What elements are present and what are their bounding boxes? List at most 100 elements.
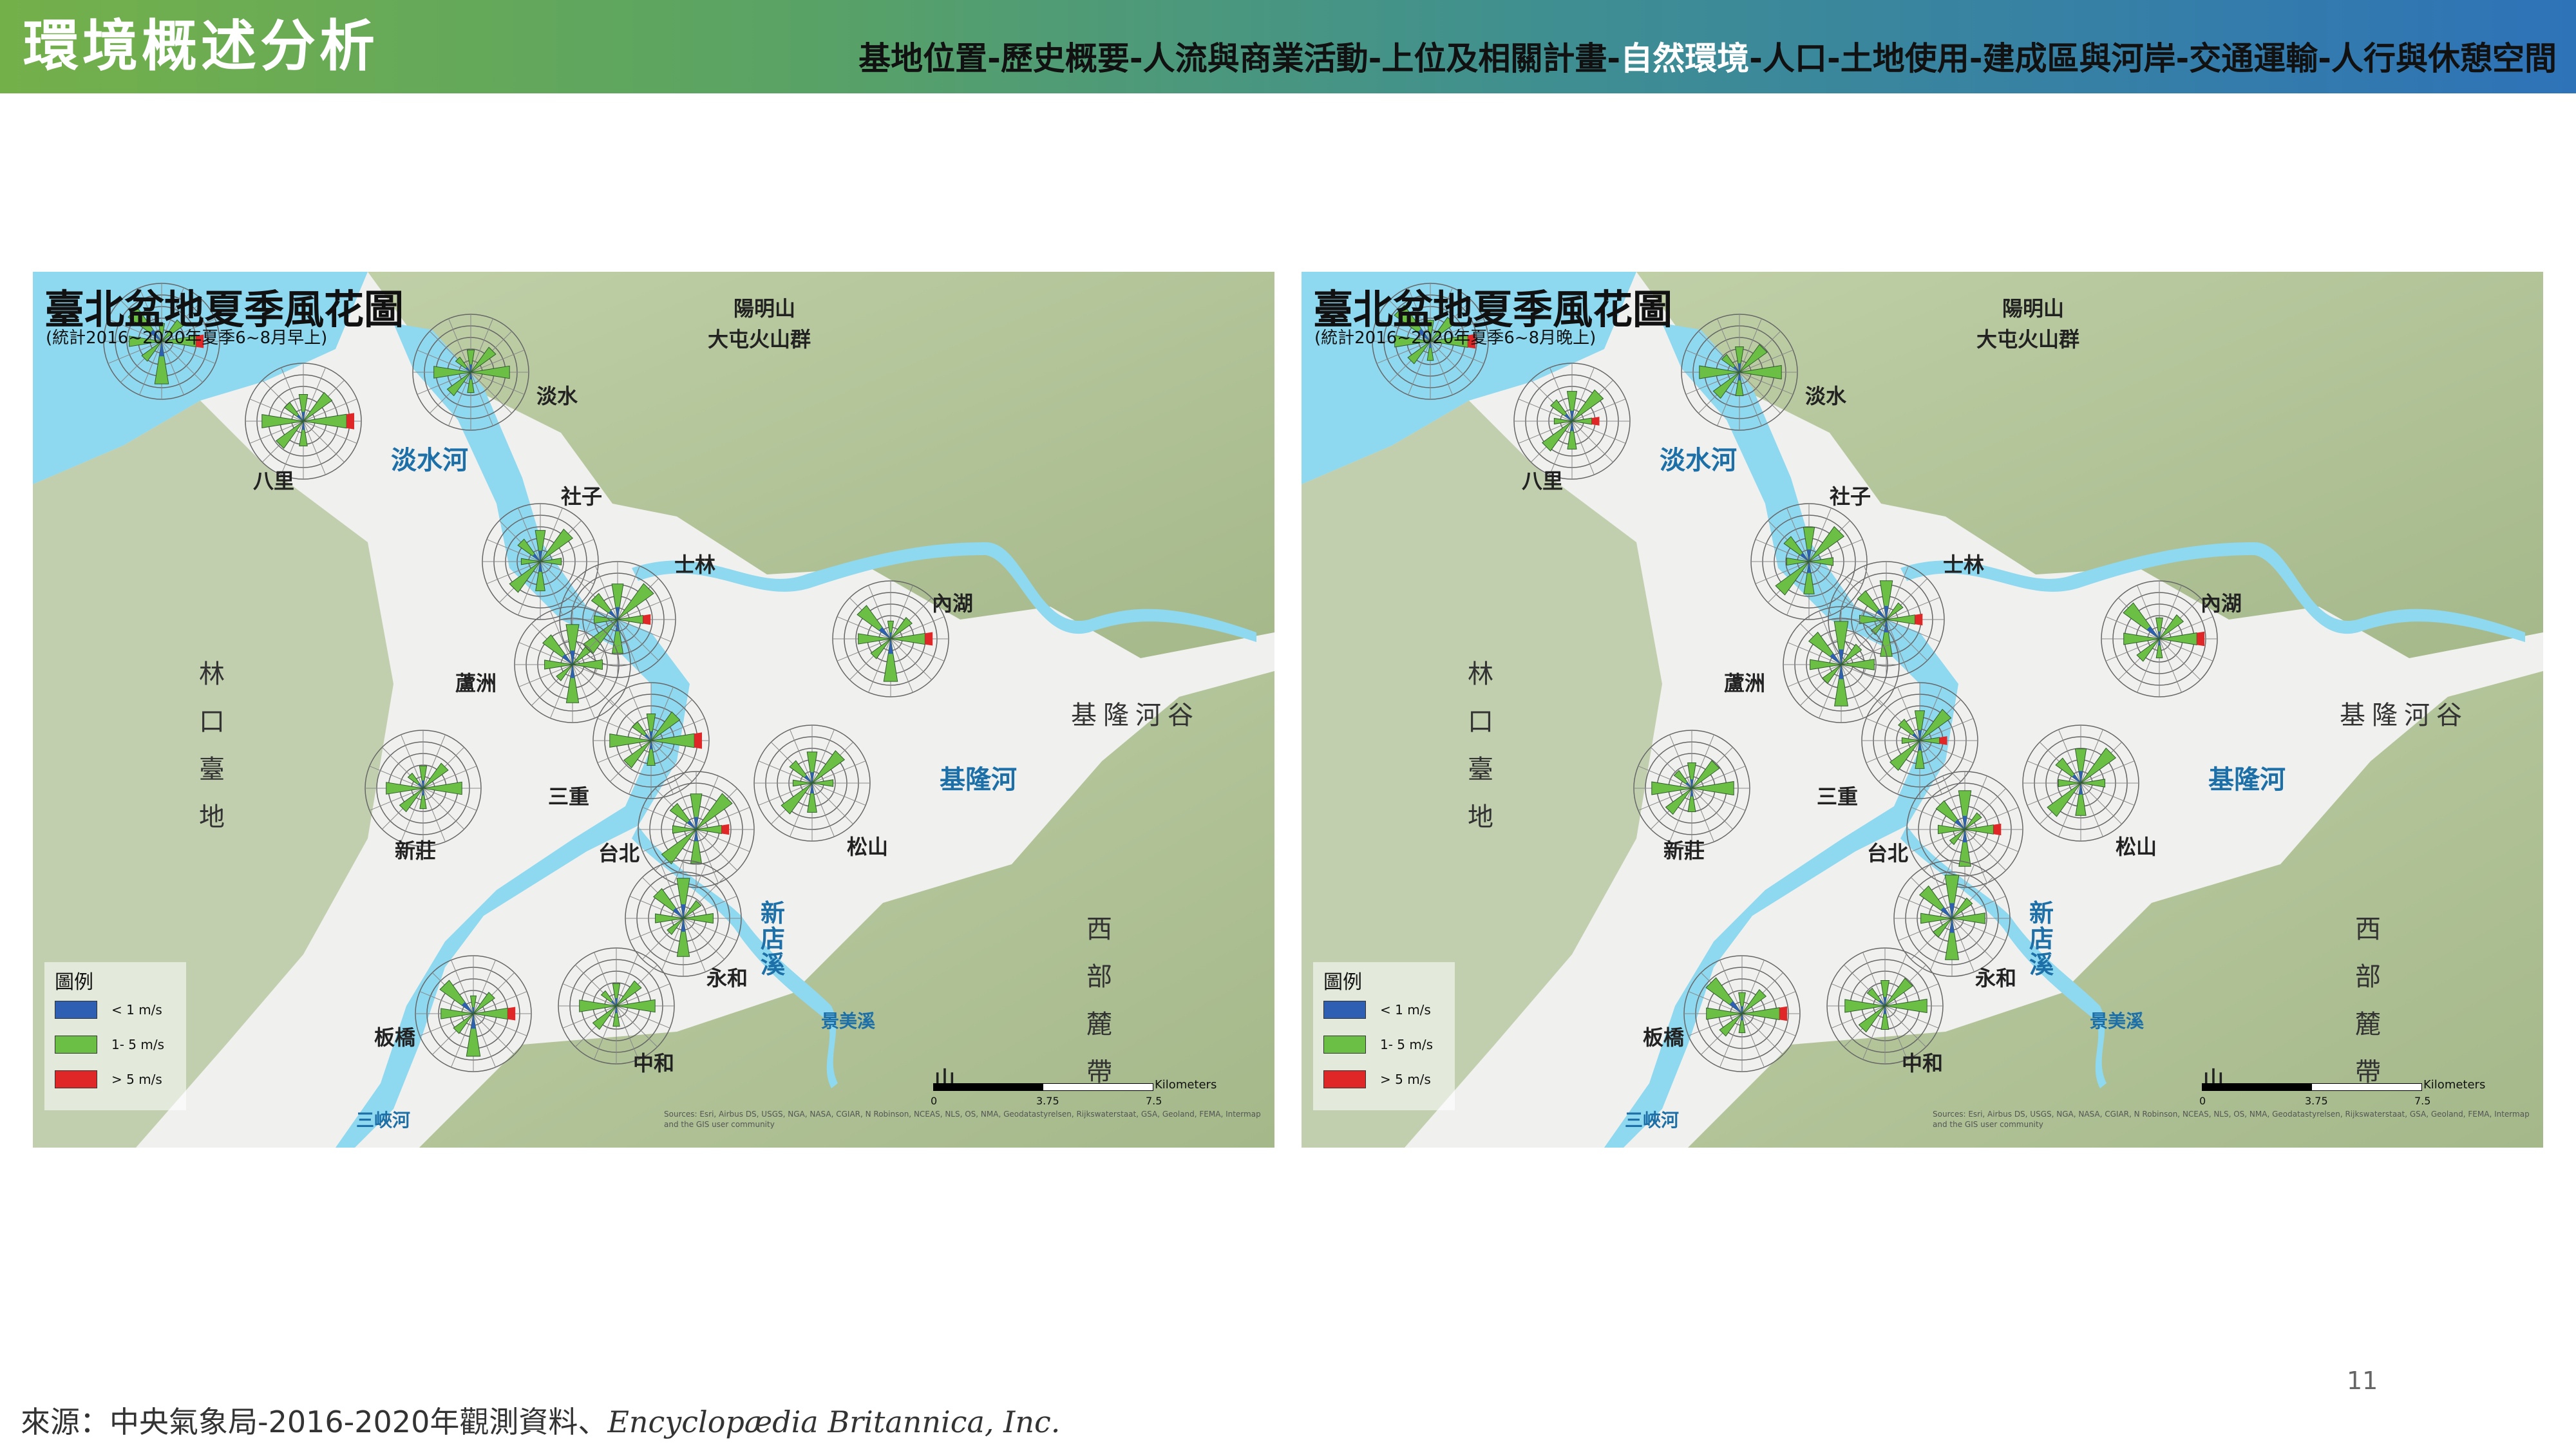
wind-rose-icon xyxy=(2101,580,2218,697)
map-title: 臺北盆地夏季風花圖 xyxy=(44,286,404,333)
place-label-sanchong: 三重 xyxy=(548,784,590,809)
nav-item[interactable]: 人流與商業活動 xyxy=(1142,40,1368,77)
place-label-datun: 大屯火山群 xyxy=(1976,327,2080,352)
source-italic: Encyclopædia Britannica, Inc. xyxy=(607,1405,1061,1439)
wind-rose-map-evening: 臺北盆地夏季風花圖 (統計2016~2020年夏季6~8月晚上) 陽明山 大屯火… xyxy=(1302,272,2543,1148)
place-label-luzhou: 蘆洲 xyxy=(455,671,497,696)
scale-tick: 7.5 xyxy=(1146,1095,1162,1107)
wind-rose-icon xyxy=(1826,947,1944,1065)
place-label-xindian-river: 新店溪 xyxy=(761,899,786,979)
legend-label: 1- 5 m/s xyxy=(111,1037,165,1052)
place-label-linkou: 林口臺地 xyxy=(199,659,231,832)
nav-separator: - xyxy=(1826,40,1841,77)
nav-item[interactable]: 歷史概要 xyxy=(1000,40,1130,77)
nav-item[interactable]: 人行與休憩空間 xyxy=(2331,40,2557,77)
nav-separator: - xyxy=(987,40,1001,77)
wind-rose-icon xyxy=(753,724,871,842)
place-label-zhonghe: 中和 xyxy=(1902,1051,1944,1075)
place-label-banqiao: 板橋 xyxy=(374,1025,416,1050)
place-label-yonghe: 永和 xyxy=(1975,966,2017,990)
scale-tick: 0 xyxy=(2199,1095,2206,1107)
map-title: 臺北盆地夏季風花圖 xyxy=(1313,286,1673,333)
nav-separator: - xyxy=(2318,40,2331,77)
nav-separator: - xyxy=(1368,40,1382,77)
scale-tick: 3.75 xyxy=(2305,1095,2328,1107)
scale-bar: Kilometers 0 3.75 7.5 xyxy=(931,1078,1217,1123)
nav-item[interactable]: 自然環境 xyxy=(1620,40,1750,77)
wind-rose-icon xyxy=(625,860,742,977)
place-label-keelung-river: 基隆河 xyxy=(2208,765,2286,795)
scale-tick: 0 xyxy=(931,1095,938,1107)
place-label-songshan: 松山 xyxy=(847,835,889,859)
place-label-neihu: 內湖 xyxy=(2201,591,2242,616)
wind-rose-icon xyxy=(365,730,482,847)
wind-rose-icon xyxy=(1906,771,2023,888)
scale-unit: Kilometers xyxy=(2423,1078,2486,1092)
legend-swatch xyxy=(55,1070,97,1088)
place-label-xinzhuang: 新莊 xyxy=(1663,838,1705,863)
wind-rose-icon xyxy=(415,955,532,1072)
place-label-xindian-river: 新店溪 xyxy=(2029,899,2054,979)
wind-rose-icon xyxy=(1861,682,1978,799)
nav-separator: - xyxy=(1969,40,1983,77)
wind-rose-icon xyxy=(2022,724,2139,842)
scale-bar: Kilometers 0 3.75 7.5 xyxy=(2199,1078,2485,1123)
wind-rose-icon xyxy=(1750,503,1868,620)
wind-rose-icon xyxy=(412,314,529,431)
place-label-taipei: 台北 xyxy=(598,841,640,866)
legend: 圖例 < 1 m/s 1- 5 m/s > 5 m/s xyxy=(44,962,186,1110)
nav-item[interactable]: 土地使用 xyxy=(1840,40,1969,77)
place-label-shilin: 士林 xyxy=(1943,553,1985,577)
place-label-banqiao: 板橋 xyxy=(1643,1025,1685,1050)
map-attribution: Sources: Esri, Airbus DS, USGS, NGA, NAS… xyxy=(664,1110,1261,1129)
place-label-sanxia: 三峽河 xyxy=(1625,1110,1680,1131)
legend-swatch xyxy=(1323,1070,1366,1088)
wind-rose-icon xyxy=(1783,606,1900,723)
breadcrumb-nav: 基地位置-歷史概要-人流與商業活動-上位及相關計畫-自然環境-人口-土地使用-建… xyxy=(858,37,2557,80)
place-label-tamsui-river: 淡水河 xyxy=(391,446,468,475)
source-text: 來源：中央氣象局-2016-2020年觀測資料、 xyxy=(21,1405,608,1439)
wind-rose-icon xyxy=(1683,955,1801,1072)
legend-title: 圖例 xyxy=(55,971,93,994)
scale-bar-graphic xyxy=(2202,1083,2422,1091)
place-label-keelung-valley: 基隆河谷 xyxy=(2340,701,2468,730)
place-label-sanxia: 三峽河 xyxy=(356,1110,411,1131)
header-banner: 環境概述分析 基地位置-歷史概要-人流與商業活動-上位及相關計畫-自然環境-人口… xyxy=(0,0,2576,93)
place-label-taipei: 台北 xyxy=(1867,841,1909,866)
legend-swatch xyxy=(1323,1001,1366,1019)
wind-rose-icon xyxy=(638,771,755,888)
wind-rose-icon xyxy=(832,580,949,697)
place-label-bali: 八里 xyxy=(1522,469,1564,493)
page-number: 11 xyxy=(2347,1367,2378,1395)
place-label-keelung-river: 基隆河 xyxy=(940,765,1017,795)
legend-title: 圖例 xyxy=(1323,971,1362,994)
place-label-sanchong: 三重 xyxy=(1817,784,1859,809)
place-label-west-foothills: 西部麓帶 xyxy=(1086,914,1119,1087)
page-title: 環境概述分析 xyxy=(23,14,379,79)
place-label-shezi: 社子 xyxy=(1830,484,1871,509)
legend-swatch xyxy=(55,1001,97,1019)
map-attribution: Sources: Esri, Airbus DS, USGS, NGA, NAS… xyxy=(1933,1110,2530,1129)
place-label-tamsui: 淡水 xyxy=(1805,384,1847,408)
nav-separator: - xyxy=(1129,40,1143,77)
place-label-shilin: 士林 xyxy=(674,553,716,577)
place-label-songshan: 松山 xyxy=(2116,835,2157,859)
nav-item[interactable]: 上位及相關計畫 xyxy=(1381,40,1607,77)
wind-rose-layer xyxy=(103,283,949,1072)
nav-item[interactable]: 交通運輸 xyxy=(2189,40,2318,77)
nav-item[interactable]: 建成區與河岸 xyxy=(1982,40,2176,77)
wind-rose-map-morning: 臺北盆地夏季風花圖 (統計2016~2020年夏季6~8月早上) 陽明山 大屯火… xyxy=(33,272,1274,1148)
place-label-yonghe: 永和 xyxy=(706,966,748,990)
scale-unit: Kilometers xyxy=(1155,1078,1217,1092)
place-label-bali: 八里 xyxy=(253,469,295,493)
nav-item[interactable]: 人口 xyxy=(1762,40,1827,77)
wind-rose-icon xyxy=(1372,283,1489,400)
place-label-yangmingshan: 陽明山 xyxy=(2002,296,2065,321)
source-citation: 來源：中央氣象局-2016-2020年觀測資料、Encyclopædia Bri… xyxy=(21,1399,1060,1441)
nav-separator: - xyxy=(1607,40,1621,77)
legend-swatch xyxy=(55,1036,97,1054)
place-label-datun: 大屯火山群 xyxy=(708,327,811,352)
place-label-tamsui-river: 淡水河 xyxy=(1660,446,1737,475)
nav-item[interactable]: 基地位置 xyxy=(858,40,988,77)
wind-rose-icon xyxy=(245,363,362,480)
